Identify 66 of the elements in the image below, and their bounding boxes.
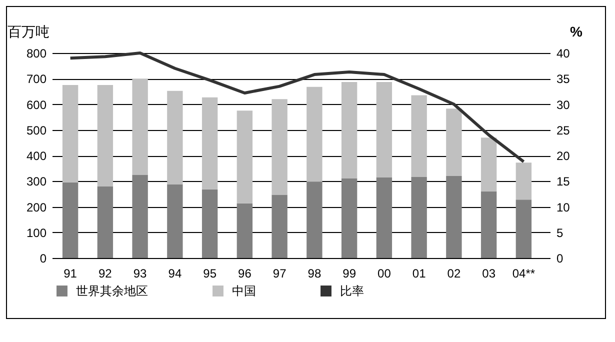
x-tick-label: 98 bbox=[308, 266, 322, 280]
bar bbox=[411, 177, 427, 258]
bar bbox=[202, 97, 218, 190]
y2-tick-label: 40 bbox=[556, 46, 570, 60]
y-tick-label: 100 bbox=[26, 226, 47, 240]
legend-label: 比率 bbox=[340, 284, 364, 298]
x-tick-label: 96 bbox=[238, 266, 252, 280]
bar bbox=[272, 99, 288, 195]
bar bbox=[341, 178, 358, 258]
bar bbox=[306, 86, 322, 182]
x-tick-label: 91 bbox=[64, 266, 78, 280]
y2-tick-label: 25 bbox=[556, 123, 570, 138]
x-tick-label: 99 bbox=[342, 266, 356, 280]
bar bbox=[516, 162, 532, 200]
x-tick-label: 94 bbox=[168, 266, 182, 280]
x-tick-label: 00 bbox=[378, 266, 392, 280]
y-tick-label: 0 bbox=[40, 252, 47, 266]
x-tick-label: 97 bbox=[272, 266, 287, 280]
y-tick-label: 400 bbox=[26, 149, 47, 163]
bar bbox=[446, 176, 462, 258]
x-tick-label: 04** bbox=[512, 266, 536, 280]
bar bbox=[132, 78, 148, 175]
bar bbox=[480, 191, 497, 258]
y2-tick-label: 30 bbox=[556, 98, 570, 112]
bar bbox=[446, 108, 462, 176]
bar bbox=[480, 138, 497, 192]
legend-label: 世界其余地区 bbox=[76, 284, 148, 298]
x-tick-label: 93 bbox=[133, 266, 148, 280]
bar bbox=[411, 95, 427, 178]
bar bbox=[236, 203, 253, 258]
y2-tick-label: 15 bbox=[556, 174, 570, 189]
x-tick-label: 01 bbox=[412, 266, 426, 280]
bar bbox=[202, 189, 218, 258]
x-tick-label: 92 bbox=[98, 266, 112, 280]
bar bbox=[306, 182, 322, 258]
bar bbox=[97, 85, 114, 186]
y-tick-label: 700 bbox=[26, 72, 47, 86]
bar bbox=[236, 110, 253, 204]
x-tick-label: 03 bbox=[482, 266, 496, 280]
y2-tick-label: 20 bbox=[556, 149, 570, 163]
y2-axis-title: % bbox=[570, 24, 584, 40]
bar bbox=[341, 82, 358, 178]
x-tick-label: 95 bbox=[203, 266, 217, 280]
y-tick-label: 800 bbox=[26, 46, 47, 60]
y2-tick-label: 0 bbox=[556, 252, 564, 266]
y2-tick-label: 35 bbox=[556, 72, 570, 86]
bar bbox=[132, 174, 148, 258]
bar bbox=[62, 182, 78, 258]
y-axis-title: 百万吨 bbox=[8, 24, 50, 40]
y-tick-label: 600 bbox=[26, 98, 47, 112]
y-tick-label: 200 bbox=[26, 200, 47, 214]
line-series bbox=[68, 52, 526, 164]
y2-tick-label: 10 bbox=[556, 200, 570, 214]
bar bbox=[167, 90, 183, 184]
bar bbox=[376, 177, 392, 258]
bar bbox=[97, 186, 114, 258]
y2-tick-label: 5 bbox=[556, 226, 564, 240]
bar bbox=[167, 184, 183, 258]
x-tick-label: 02 bbox=[447, 266, 461, 280]
bar bbox=[516, 200, 532, 258]
y-tick-label: 500 bbox=[26, 123, 47, 138]
bar bbox=[62, 85, 78, 182]
bar bbox=[376, 82, 392, 178]
y-tick-label: 300 bbox=[26, 174, 47, 189]
bar bbox=[272, 194, 288, 258]
legend-label: 中国 bbox=[232, 284, 256, 298]
